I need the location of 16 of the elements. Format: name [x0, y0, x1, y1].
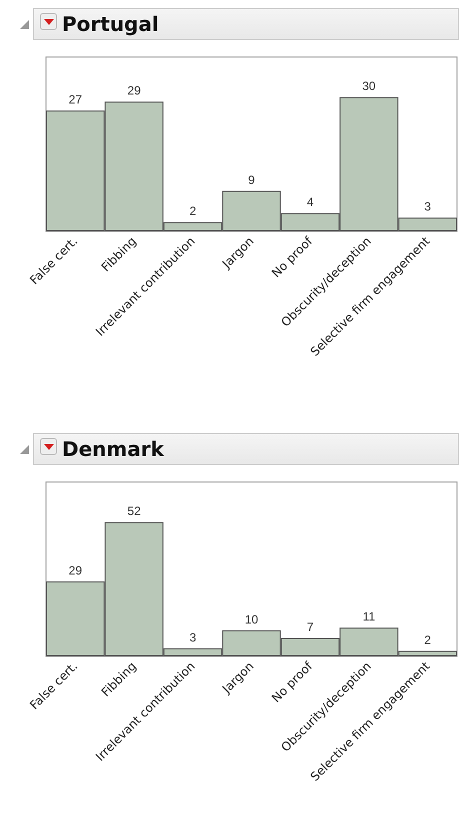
chart-title: Portugal: [62, 11, 159, 38]
data-label: 2: [424, 632, 432, 647]
data-label: 29: [68, 563, 82, 578]
data-label: 3: [424, 200, 432, 214]
data-label: 11: [362, 610, 376, 624]
data-label: 4: [306, 195, 314, 210]
data-label: 52: [127, 504, 142, 518]
data-label: 27: [68, 92, 82, 107]
data-label: 29: [127, 84, 142, 98]
data-label: 9: [248, 172, 256, 187]
data-label: 10: [244, 612, 258, 626]
data-label: 3: [189, 630, 196, 644]
data-label: 2: [189, 204, 196, 218]
chart-title: Denmark: [62, 436, 164, 463]
data-label: 30: [362, 79, 376, 94]
data-label: 7: [306, 620, 314, 634]
